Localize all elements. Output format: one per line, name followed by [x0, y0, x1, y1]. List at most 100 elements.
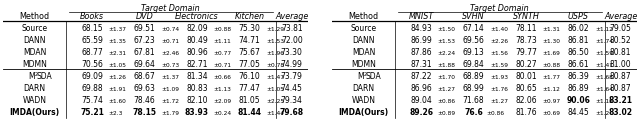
Text: ±1.72: ±1.72: [161, 99, 179, 104]
Text: 68.99: 68.99: [463, 84, 484, 93]
Text: 80.81: 80.81: [610, 48, 632, 57]
Text: ±2.26: ±2.26: [490, 39, 508, 44]
Text: DANN: DANN: [352, 36, 375, 45]
Text: ±1.05: ±1.05: [109, 63, 127, 68]
Text: Method: Method: [19, 12, 49, 21]
Text: 76.10: 76.10: [239, 72, 260, 81]
Text: 74.99: 74.99: [281, 60, 303, 69]
Text: ±1.13: ±1.13: [214, 87, 232, 92]
Text: ±0.69: ±0.69: [543, 111, 561, 116]
Text: 69.84: 69.84: [463, 60, 484, 69]
Text: ±1.96: ±1.96: [266, 51, 284, 56]
Text: 69.51: 69.51: [134, 24, 156, 33]
Text: 80.01: 80.01: [515, 72, 537, 81]
Text: ±1.74: ±1.74: [595, 39, 613, 44]
Text: 80.27: 80.27: [515, 60, 537, 69]
Text: 2: 2: [364, 72, 367, 77]
Text: ±0.78: ±0.78: [266, 63, 284, 68]
Text: 80.87: 80.87: [610, 72, 632, 81]
Text: WADN: WADN: [22, 96, 47, 105]
Text: MNIST: MNIST: [408, 12, 434, 21]
Text: 74.71: 74.71: [239, 36, 260, 45]
Text: ±1.53: ±1.53: [438, 39, 456, 44]
Text: ±1.31: ±1.31: [543, 27, 561, 32]
Text: 86.50: 86.50: [568, 48, 589, 57]
Text: 76.6: 76.6: [464, 108, 483, 117]
Text: 80.52: 80.52: [610, 36, 632, 45]
Text: ±0.86: ±0.86: [487, 111, 505, 116]
Text: 87.86: 87.86: [410, 48, 432, 57]
Text: USPS: USPS: [568, 12, 589, 21]
Text: 82.06: 82.06: [515, 96, 537, 105]
Text: ±1.53: ±1.53: [266, 39, 284, 44]
Text: 89.04: 89.04: [410, 96, 432, 105]
Text: 84.45: 84.45: [568, 108, 589, 117]
Text: 70.56: 70.56: [81, 60, 103, 69]
Text: 81.76: 81.76: [515, 108, 537, 117]
Text: 68.89: 68.89: [463, 72, 484, 81]
Text: Kitchen: Kitchen: [234, 12, 264, 21]
Text: 69.88: 69.88: [81, 84, 103, 93]
Text: ±1.79: ±1.79: [161, 111, 179, 116]
Text: 81.34: 81.34: [186, 72, 208, 81]
Text: Electronics: Electronics: [175, 12, 219, 21]
Text: ±0.66: ±0.66: [214, 75, 232, 80]
Text: DVD: DVD: [136, 12, 154, 21]
Text: 80.65: 80.65: [515, 84, 537, 93]
Text: 81.00: 81.00: [610, 60, 632, 69]
Text: ±2.31: ±2.31: [109, 51, 127, 56]
Text: ±1.27: ±1.27: [438, 87, 456, 92]
Text: M: M: [28, 72, 35, 81]
Text: IMDA(Ours): IMDA(Ours): [339, 108, 388, 117]
Text: 79.77: 79.77: [515, 48, 537, 57]
Text: 78.73: 78.73: [515, 36, 537, 45]
Text: ±0.74: ±0.74: [161, 27, 179, 32]
Text: Books: Books: [80, 12, 104, 21]
Text: 80.87: 80.87: [610, 84, 632, 93]
Text: 79.68: 79.68: [280, 108, 304, 117]
Text: 68.77: 68.77: [81, 48, 103, 57]
Text: 69.13: 69.13: [463, 48, 484, 57]
Text: SYNTH: SYNTH: [513, 12, 540, 21]
Text: ±1.2: ±1.2: [595, 111, 609, 116]
Text: 83.02: 83.02: [609, 108, 633, 117]
Text: 77.05: 77.05: [239, 60, 260, 69]
Text: 74.45: 74.45: [281, 84, 303, 93]
Text: 83.93: 83.93: [185, 108, 209, 117]
Text: 82.10: 82.10: [186, 96, 208, 105]
Text: 75.67: 75.67: [239, 48, 260, 57]
Text: Target Domain: Target Domain: [141, 4, 200, 13]
Text: 86.89: 86.89: [568, 84, 589, 93]
Text: ±2.09: ±2.09: [214, 99, 232, 104]
Text: ±1.77: ±1.77: [543, 75, 561, 80]
Text: ±1.12: ±1.12: [595, 99, 613, 104]
Text: 73.81: 73.81: [281, 24, 303, 33]
Text: DANN: DANN: [23, 36, 45, 45]
Text: ±1.11: ±1.11: [214, 39, 231, 44]
Text: ±1.12: ±1.12: [595, 27, 613, 32]
Text: ±0.71: ±0.71: [214, 63, 232, 68]
Text: ±2.3: ±2.3: [109, 111, 123, 116]
Text: DARN: DARN: [353, 84, 374, 93]
Text: 83.21: 83.21: [609, 96, 633, 105]
Text: ±1.44: ±1.44: [266, 111, 284, 116]
Text: 69.64: 69.64: [134, 60, 156, 69]
Text: SDA: SDA: [37, 72, 52, 81]
Text: ±1.76: ±1.76: [490, 87, 508, 92]
Text: 86.39: 86.39: [568, 72, 589, 81]
Text: ±1.69: ±1.69: [543, 51, 561, 56]
Text: MDAN: MDAN: [23, 48, 46, 57]
Text: 86.61: 86.61: [568, 60, 589, 69]
Text: 78.15: 78.15: [132, 108, 157, 117]
Text: 67.81: 67.81: [134, 48, 156, 57]
Text: ±0.71: ±0.71: [161, 39, 179, 44]
Text: ±0.88: ±0.88: [543, 63, 561, 68]
Text: ±1.05: ±1.05: [266, 87, 284, 92]
Text: 84.93: 84.93: [410, 24, 432, 33]
Text: ±1.60: ±1.60: [109, 99, 127, 104]
Text: ±1.59: ±1.59: [490, 63, 508, 68]
Text: 80.96: 80.96: [186, 48, 208, 57]
Text: 82.09: 82.09: [186, 24, 208, 33]
Text: DARN: DARN: [24, 84, 45, 93]
Text: IMDA(Ours): IMDA(Ours): [10, 108, 60, 117]
